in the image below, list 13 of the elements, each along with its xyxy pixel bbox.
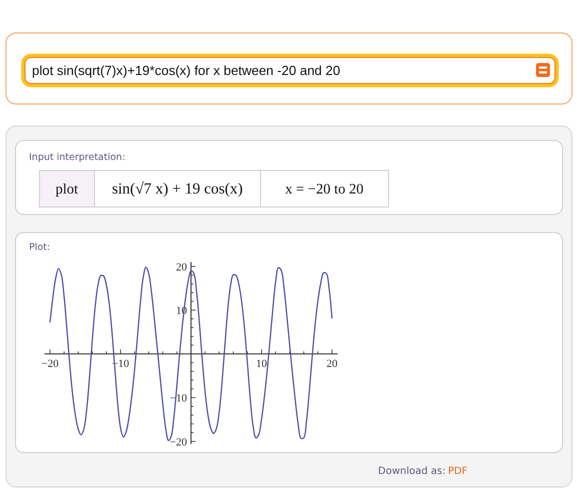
text: plot xyxy=(56,182,78,198)
chart-title: Plot: xyxy=(29,242,50,253)
text: PDF xyxy=(448,466,468,477)
x-tick-label: −20 xyxy=(41,358,60,370)
y-tick-label: −20 xyxy=(170,436,188,448)
text: Download as: xyxy=(378,466,446,477)
text: sin(√7 x) + 19 cos(x) xyxy=(112,180,243,198)
x-tick-label: 10 xyxy=(256,358,268,370)
text: x = −20 to 20 xyxy=(285,182,364,198)
text: plot sin(sqrt(7)x)+19*cos(x) for x between -20 and 20 xyxy=(32,63,340,78)
text: Input interpretation: xyxy=(29,152,126,163)
x-tick-label: 20 xyxy=(326,358,338,370)
y-tick-label: 20 xyxy=(176,261,188,274)
